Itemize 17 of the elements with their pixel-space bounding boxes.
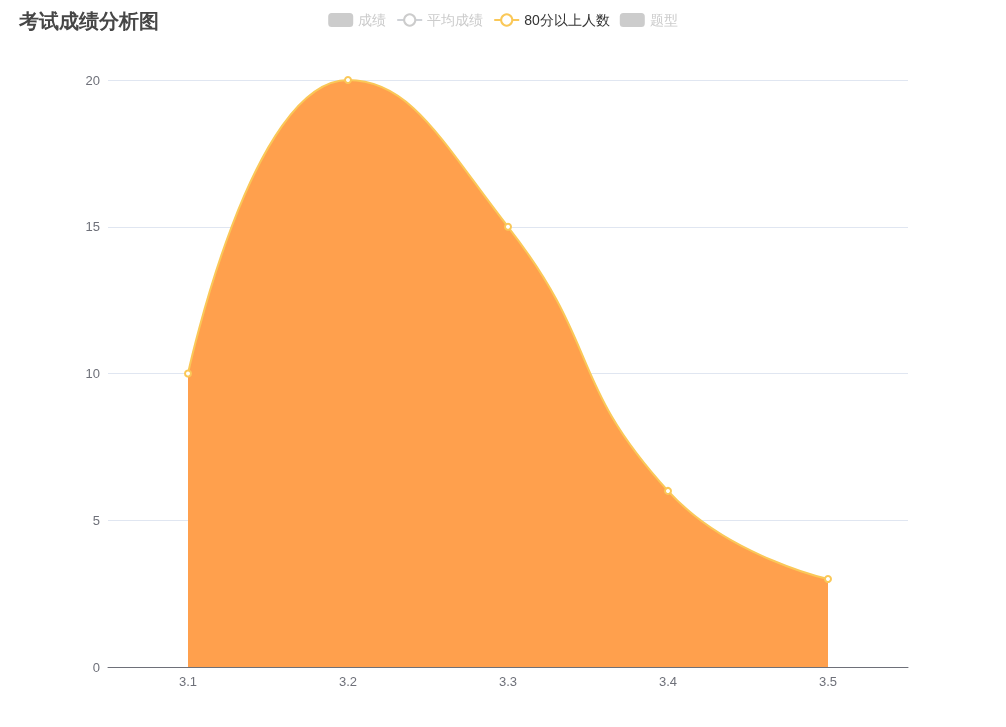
x-tick-label: 3.5 [818, 674, 838, 689]
point [504, 222, 512, 231]
legend-label: 80分以上人数 [524, 12, 610, 28]
point [664, 486, 672, 495]
point [824, 574, 832, 583]
y-tick-label: 20 [85, 72, 100, 88]
y-tick-label: 10 [85, 366, 100, 381]
y-tick-label: 5 [92, 512, 100, 528]
point [344, 76, 352, 84]
x-tick-label: 3.3 [498, 674, 518, 689]
y-tick-label: 15 [85, 219, 100, 235]
x-tick-label: 3.4 [658, 674, 678, 689]
chart-title: 考试成绩分析图 [18, 10, 159, 32]
x-tick-label: 3.1 [178, 674, 198, 689]
point [184, 369, 192, 378]
x-tick-label: 3.2 [338, 674, 358, 689]
y-tick-label: 0 [92, 659, 100, 675]
